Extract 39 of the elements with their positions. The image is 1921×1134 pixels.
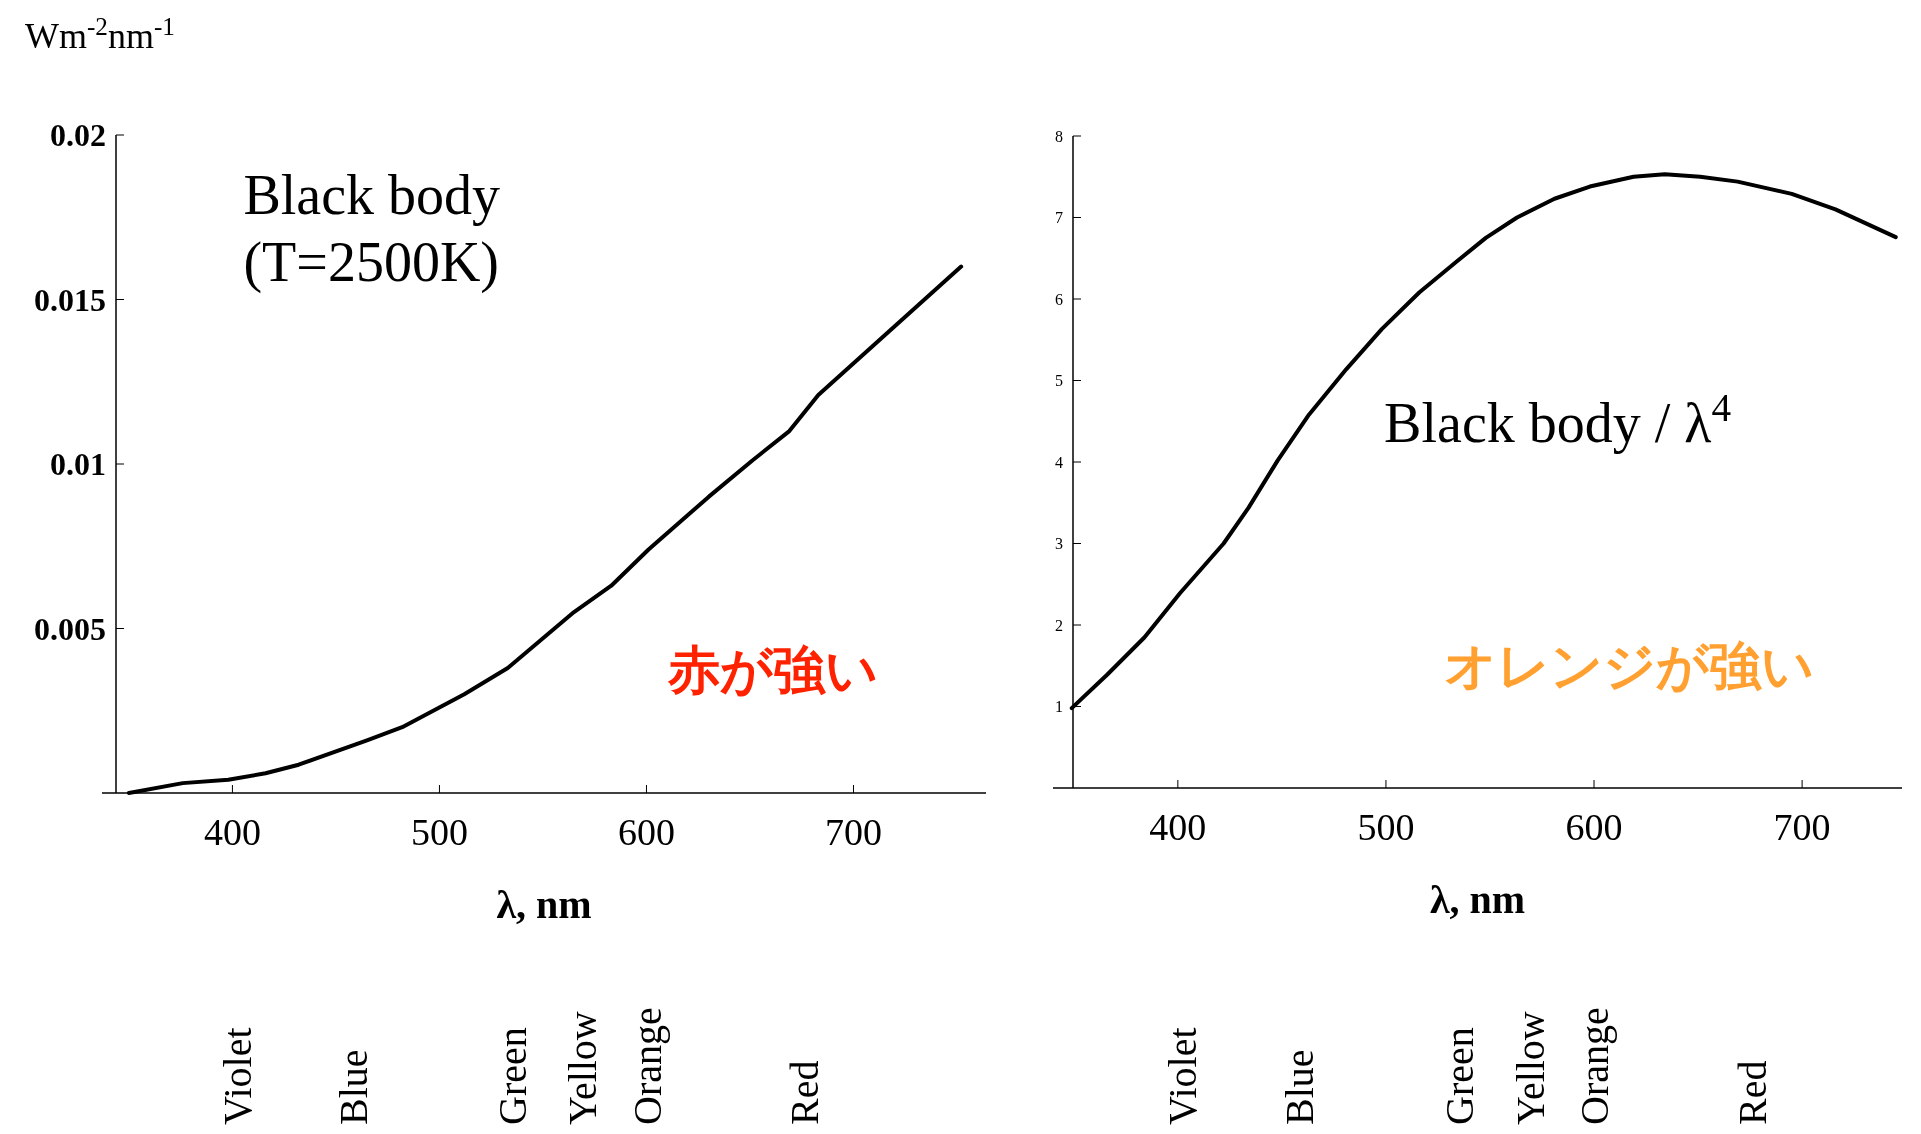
text: Blue [330, 1049, 376, 1125]
y-tick-label: 7 [1055, 209, 1063, 227]
text: Yellow [560, 1011, 606, 1125]
y-tick-label: 0.01 [50, 446, 106, 483]
y-tick-label: 1 [1055, 698, 1063, 716]
y-tick-label: 4 [1055, 453, 1063, 471]
y-axis-title: Wm$^{-2}$nm$^{-1}$ [25, 12, 175, 56]
text: Orange [624, 1007, 670, 1125]
text: Orange [1572, 1007, 1618, 1125]
y-tick-label: 6 [1055, 290, 1063, 308]
text: Blue [1276, 1049, 1322, 1125]
text: Yellow [1507, 1011, 1553, 1125]
x-tick-label: 700 [1773, 806, 1831, 848]
y-tick-label: 0.02 [50, 117, 106, 154]
text: Violet [1160, 1027, 1206, 1125]
x-tick-label: 700 [825, 811, 882, 853]
y-tick-label: 2 [1055, 616, 1063, 634]
text: Violet [214, 1027, 260, 1125]
annotation: Black body (T=2500K) [243, 163, 501, 295]
text: Green [489, 1027, 535, 1125]
annotation: Black body / λ$^{4}$ [1384, 385, 1732, 455]
annotation: オレンジが強い [1443, 635, 1814, 696]
x-tick-label: 600 [1565, 806, 1623, 848]
y-tick-label: 8 [1055, 127, 1063, 145]
y-tick-label: 3 [1055, 535, 1063, 553]
y-tick-label: 5 [1055, 372, 1063, 390]
x-axis-title: λ, nm [1429, 877, 1526, 922]
x-tick-label: 500 [410, 811, 468, 853]
y-tick-label: 0.005 [34, 610, 106, 647]
y-tick-label: 0.015 [34, 281, 106, 318]
text: Red [1730, 1060, 1776, 1125]
x-axis-title: λ, nm [496, 882, 592, 927]
text: Green [1436, 1027, 1482, 1125]
x-tick-label: 400 [203, 811, 261, 853]
annotation: 赤が強い [666, 639, 878, 700]
x-tick-label: 600 [617, 811, 675, 853]
x-tick-label: 500 [1357, 806, 1415, 848]
text: Red [781, 1060, 827, 1125]
x-tick-label: 400 [1149, 806, 1207, 848]
